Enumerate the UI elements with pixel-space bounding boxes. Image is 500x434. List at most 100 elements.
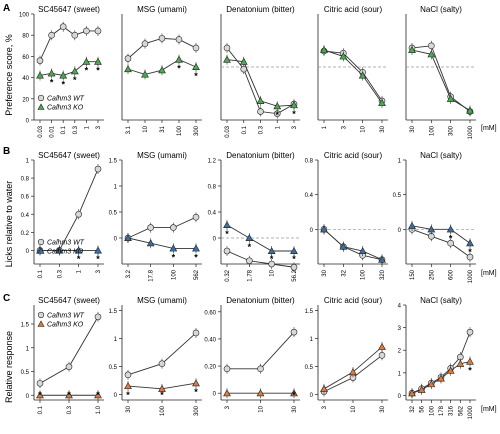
ko-data-point — [124, 382, 132, 390]
significance-asterisk: * — [194, 252, 198, 262]
wt-data-point — [290, 263, 298, 271]
legend-wt-label: Calhm3 WT — [47, 313, 85, 320]
ko-data-point — [239, 57, 248, 65]
y-tick-label: 0.40 — [204, 337, 216, 343]
y-tick-label: 0 — [26, 119, 30, 125]
y-tick-label: 1 — [310, 337, 314, 343]
x-tick-label: 300 — [194, 405, 200, 416]
x-tick-label: 178 — [439, 405, 445, 416]
y-tick-label: 1 — [26, 346, 30, 352]
significance-asterisk: * — [468, 366, 472, 376]
y-tick-label: 0 — [310, 228, 314, 234]
significance-asterisk: * — [194, 387, 198, 397]
ko-data-point — [65, 391, 73, 399]
y-tick-label: 0.4 — [21, 213, 30, 219]
wt-series-line — [227, 331, 295, 370]
ko-data-point — [417, 385, 426, 393]
y-tick-label: 1.5 — [21, 323, 30, 329]
y-tick-label: 0 — [114, 237, 118, 243]
chart-title: NaCl (salty) — [420, 5, 462, 14]
x-tick-label: 3 — [225, 405, 231, 409]
wt-data-point — [447, 239, 454, 247]
significance-asterisk: * — [270, 254, 274, 264]
wt-data-point — [268, 260, 275, 268]
y-tick-label: 20 — [22, 97, 29, 103]
wt-data-point — [48, 31, 55, 39]
legend-wt-label: Calhm3 WT — [47, 96, 85, 103]
x-tick-label: 1 — [77, 269, 83, 273]
ko-series-line — [127, 237, 196, 249]
y-tick-label: 1 — [114, 185, 118, 191]
x-tick-label: 3 — [96, 125, 102, 129]
x-tick-label: 1000 — [468, 405, 474, 419]
x-tick-label: 3.1 — [126, 125, 132, 134]
y-tick-label: 2 — [398, 349, 402, 355]
ko-data-point — [70, 67, 79, 75]
x-tick-label: 3 — [322, 405, 328, 409]
wt-series-line — [323, 228, 383, 261]
wt-series-line — [411, 228, 471, 258]
ko-data-point — [192, 62, 200, 71]
ko-data-point — [456, 359, 465, 367]
wt-series-line — [323, 50, 383, 102]
ko-data-point — [158, 384, 166, 392]
wt-data-point — [466, 328, 474, 336]
wt-data-point — [83, 27, 90, 35]
ko-series-line — [323, 228, 383, 261]
wt-data-point — [192, 44, 200, 52]
ko-data-point — [437, 374, 445, 382]
wt-data-point — [36, 380, 44, 387]
x-tick-label: 100 — [177, 125, 183, 136]
x-tick-label: 0.01 — [50, 125, 56, 137]
chart-title: Citric acid (sour) — [324, 5, 383, 14]
legend-ko-marker — [37, 103, 45, 110]
x-tick-label: 1000 — [468, 125, 474, 139]
y-tick-label: 0.5 — [109, 211, 118, 217]
significance-asterisk: * — [96, 66, 100, 76]
legend-ko-label: Calhm3 KO — [47, 249, 84, 256]
ko-data-point — [358, 71, 367, 79]
ko-data-point — [290, 389, 298, 397]
y-tick-label: 1 — [114, 337, 118, 343]
ko-data-point — [320, 225, 328, 233]
ko-data-point — [158, 66, 166, 74]
ko-data-point — [59, 71, 68, 79]
wt-series-line — [226, 250, 295, 268]
wt-data-point — [94, 313, 102, 321]
unit-label-a: [mM] — [481, 125, 497, 132]
y-tick-label: 1 — [26, 159, 30, 165]
x-tick-label: 17.8 — [149, 269, 155, 281]
y-tick-label: 0.5 — [305, 365, 314, 371]
y-tick-label: 0 — [26, 249, 30, 255]
x-tick-label: 562 — [194, 269, 200, 280]
y-tick-label: 0.8 — [21, 177, 30, 183]
wt-data-point — [170, 224, 177, 231]
x-tick-label: 32 — [341, 269, 347, 276]
y-tick-label: 0.5 — [109, 365, 118, 371]
ko-data-point — [427, 225, 436, 233]
ko-series-line — [226, 224, 294, 252]
ko-data-point — [124, 65, 132, 73]
unit-label-c: [mM] — [481, 406, 497, 413]
y-tick-label: 4 — [398, 304, 402, 310]
y-tick-label: 3 — [398, 326, 402, 332]
wt-data-point — [466, 253, 474, 261]
x-tick-label: 100 — [429, 405, 435, 416]
ko-data-point — [358, 246, 367, 255]
wt-data-point — [175, 36, 183, 43]
y-tick-label: 0 — [398, 394, 402, 400]
ko-data-point — [446, 366, 455, 374]
ko-data-point — [36, 71, 44, 79]
chart-title: SC45647 (sweet) — [38, 151, 100, 160]
chart-title: MSG (umami) — [137, 151, 187, 160]
y-tick-label: 1 — [398, 371, 402, 377]
chart-title: SC45647 (sweet) — [38, 296, 100, 305]
wt-data-point — [246, 257, 253, 265]
wt-data-point — [223, 247, 231, 255]
wt-data-point — [378, 351, 386, 359]
wt-data-point — [94, 27, 102, 35]
y-tick-label: 60 — [22, 55, 29, 61]
x-tick-label: 10 — [361, 125, 367, 132]
significance-asterisk: * — [225, 229, 229, 239]
